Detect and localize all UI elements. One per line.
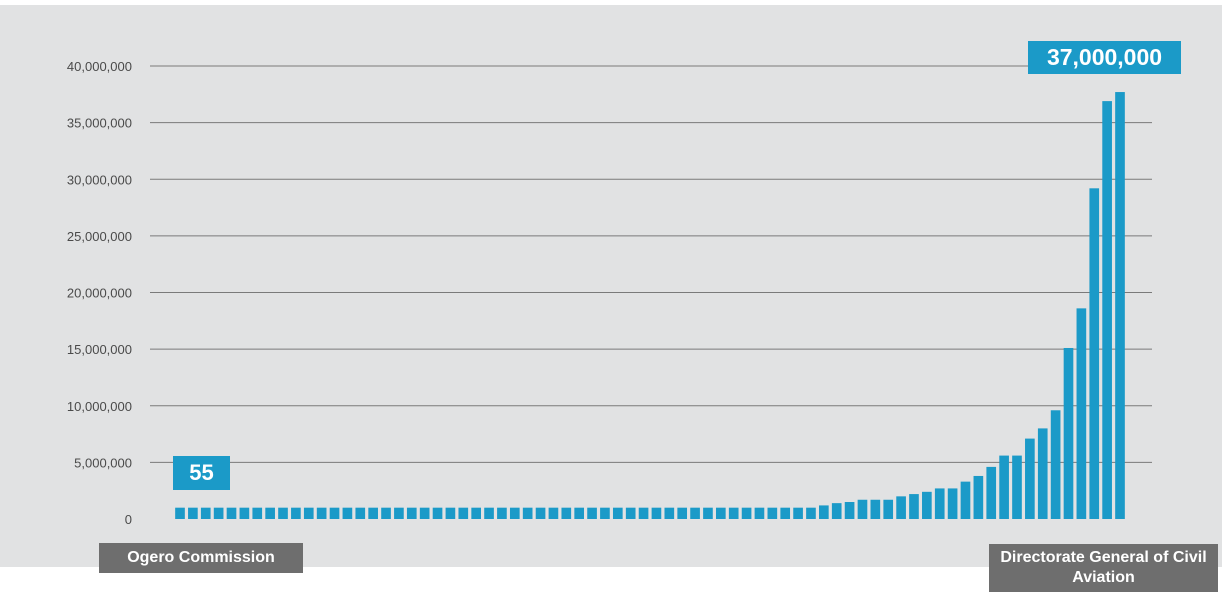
- y-tick-label: 30,000,000: [67, 172, 132, 187]
- bar: [960, 481, 971, 519]
- bar: [831, 503, 842, 519]
- bar: [200, 507, 211, 519]
- bar: [458, 507, 469, 519]
- bar: [934, 488, 945, 519]
- bar: [1012, 455, 1022, 519]
- bar: [419, 507, 430, 519]
- y-tick-label: 40,000,000: [67, 59, 132, 74]
- bar: [612, 507, 623, 519]
- bar: [793, 507, 803, 519]
- bar: [922, 491, 932, 519]
- bar: [381, 507, 391, 519]
- y-tick-label: 20,000,000: [67, 286, 132, 301]
- bar: [806, 507, 816, 519]
- bar: [741, 507, 752, 519]
- y-tick-label: 25,000,000: [67, 229, 132, 244]
- bar: [600, 507, 610, 519]
- bar: [1037, 428, 1048, 519]
- bar: [291, 507, 301, 519]
- bar: [690, 507, 700, 519]
- last-category-label: Directorate General of Civil Aviation: [989, 544, 1218, 592]
- bar: [1089, 188, 1100, 519]
- bar: [175, 507, 185, 519]
- bar: [986, 466, 997, 519]
- bar: [651, 507, 662, 519]
- bar: [239, 507, 250, 519]
- bar: [368, 507, 378, 519]
- min-value-callout: 55: [173, 456, 230, 490]
- bar: [265, 507, 275, 519]
- bar: [445, 507, 456, 519]
- bar: [394, 507, 404, 519]
- bar: [574, 507, 585, 519]
- bar: [973, 475, 984, 519]
- y-tick-label: 35,000,000: [67, 116, 132, 131]
- bar: [303, 507, 314, 519]
- bar: [432, 507, 443, 519]
- bar: [522, 507, 533, 519]
- bar: [1063, 347, 1074, 519]
- bar: [226, 507, 237, 519]
- bar: [754, 507, 765, 519]
- bar: [896, 496, 906, 519]
- bar: [664, 507, 675, 519]
- bar: [819, 505, 829, 519]
- bar: [406, 507, 417, 519]
- bar: [188, 507, 198, 519]
- bar: [909, 494, 919, 519]
- bar: [999, 455, 1009, 519]
- bar: [780, 507, 791, 519]
- bar: [535, 507, 546, 519]
- bar: [767, 507, 778, 519]
- bar: [213, 507, 224, 519]
- bar: [471, 507, 481, 519]
- bar: [947, 488, 958, 519]
- gridlines: [150, 65, 1152, 463]
- bar: [278, 507, 288, 519]
- bar: [870, 499, 881, 519]
- bars: [175, 92, 1125, 520]
- bar: [548, 507, 559, 519]
- max-value-callout: 37,000,000: [1028, 41, 1181, 74]
- y-tick-label: 5,000,000: [74, 455, 132, 470]
- bar: [1050, 410, 1061, 519]
- bar: [638, 507, 649, 519]
- y-axis-tick-labels: 0 5,000,000 10,000,000 15,000,000 20,000,000…: [67, 59, 132, 527]
- bar: [316, 507, 327, 519]
- bar: [497, 507, 507, 519]
- bar: [625, 507, 636, 519]
- bar: [1102, 101, 1112, 520]
- bar: [561, 507, 572, 519]
- bar: [857, 499, 868, 519]
- bar: [715, 507, 726, 519]
- y-tick-label: 15,000,000: [67, 342, 132, 357]
- bar: [329, 507, 340, 519]
- bar: [342, 507, 353, 519]
- bar: [587, 507, 597, 519]
- bar: [677, 507, 688, 519]
- bar: [484, 507, 494, 519]
- bar: [252, 507, 263, 519]
- bar: [1025, 438, 1035, 519]
- y-tick-label: 10,000,000: [67, 399, 132, 414]
- bar: [883, 499, 894, 519]
- bar: [728, 507, 739, 519]
- bar: [703, 507, 713, 519]
- bar: [355, 507, 366, 519]
- bar: [1076, 308, 1087, 519]
- first-category-label: Ogero Commission: [99, 543, 303, 573]
- bar: [509, 507, 520, 519]
- bar: [1115, 92, 1125, 520]
- bar: [844, 502, 855, 519]
- y-tick-label: 0: [125, 512, 132, 527]
